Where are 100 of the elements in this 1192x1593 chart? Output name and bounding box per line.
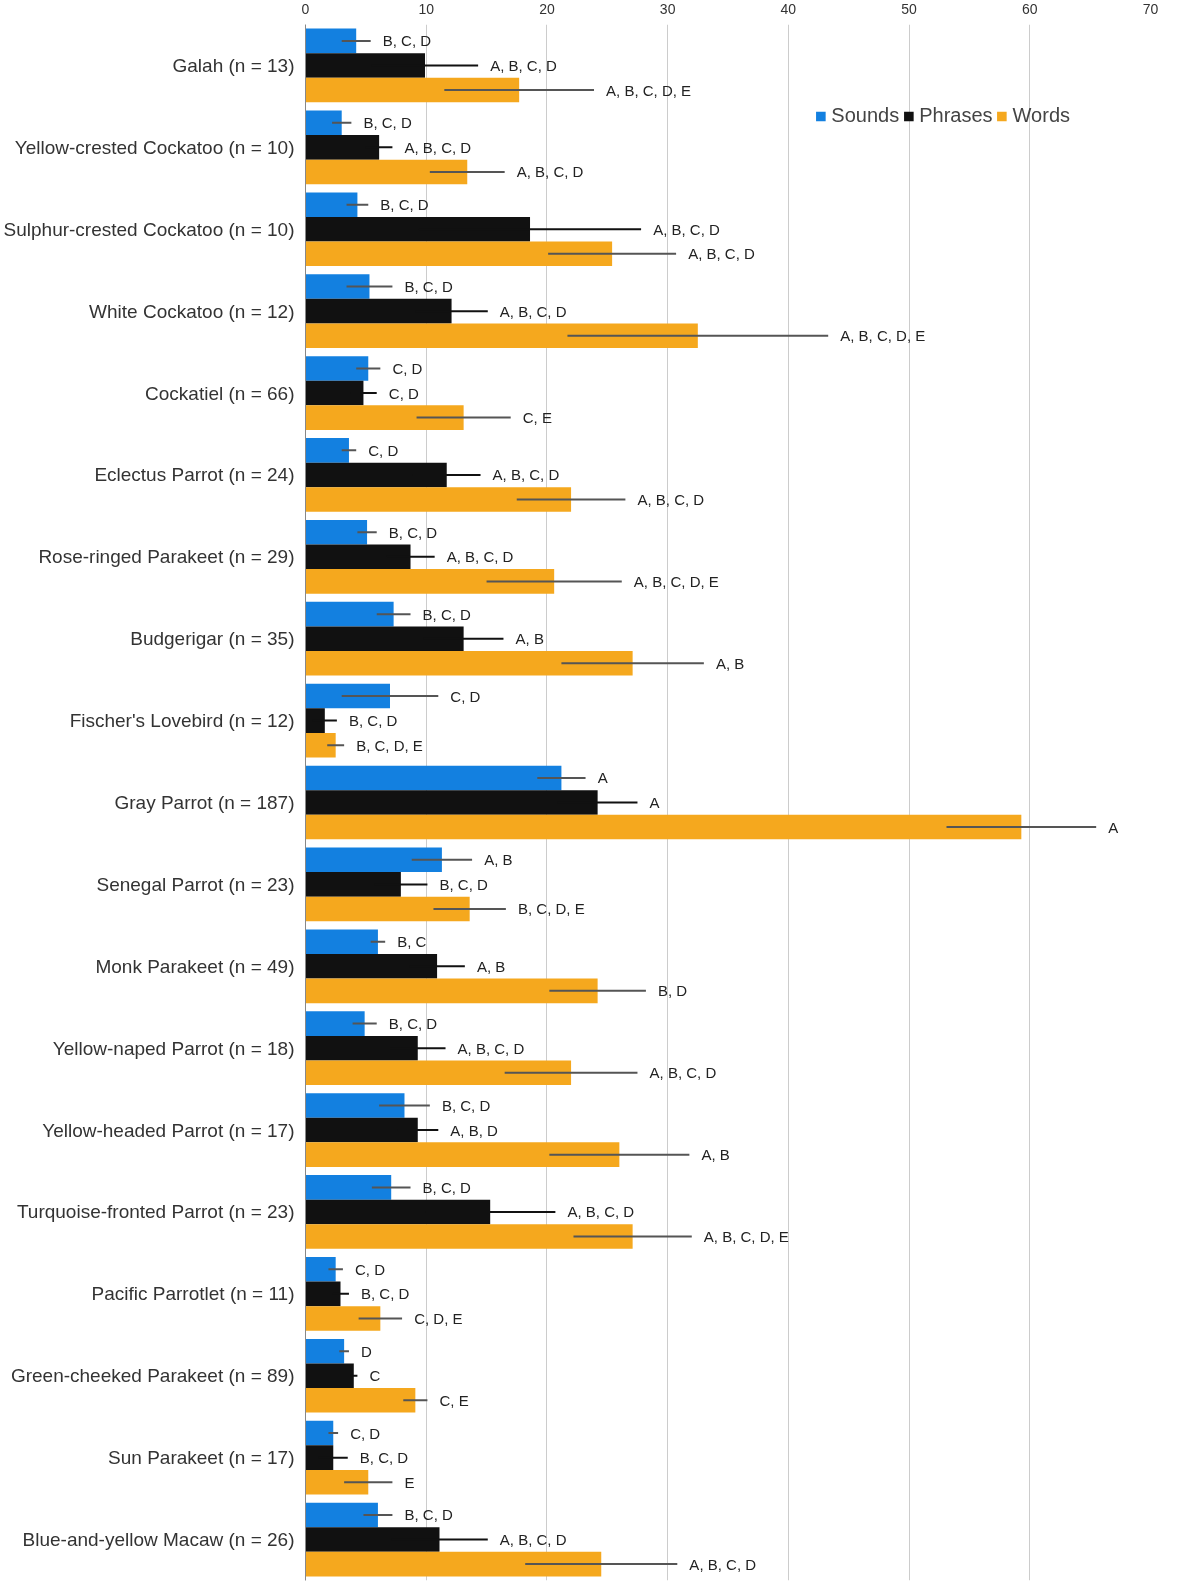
y-tick-label: Fischer's Lovebird (n = 12) <box>69 710 295 732</box>
bar <box>305 1175 392 1200</box>
annotation: A, B, C, D <box>490 56 558 74</box>
annotation: A, B <box>484 851 513 869</box>
bar <box>305 1469 369 1495</box>
bar <box>305 1306 381 1331</box>
legend-label: Sounds <box>831 104 900 127</box>
annotation: A <box>1108 818 1119 836</box>
annotation: A, B, C, D <box>688 245 756 263</box>
bar <box>305 77 520 103</box>
annotation: A, B, D <box>450 1121 499 1139</box>
y-tick-label: Eclectus Parrot (n = 24) <box>94 464 295 486</box>
annotation: A, B, C, D <box>649 1064 717 1082</box>
bar <box>305 1257 336 1282</box>
y-tick-label: Budgerigar (n = 35) <box>130 628 295 650</box>
annotation: B, C, D, E <box>356 736 423 754</box>
annotation: A, B, C, D <box>689 1555 757 1573</box>
bar <box>305 1551 602 1577</box>
x-tick-label: 10 <box>418 0 435 17</box>
y-tick-label: Yellow-crested Cockatoo (n = 10) <box>14 136 295 158</box>
annotation: B, C, D <box>361 1285 410 1303</box>
annotation: C <box>369 1367 381 1385</box>
legend-label: Words <box>1012 104 1070 127</box>
y-tick-label: Senegal Parrot (n = 23) <box>96 873 295 895</box>
annotation: A, B <box>476 957 506 975</box>
annotation: C, D <box>350 1424 381 1442</box>
annotation: A, B <box>515 630 544 648</box>
annotation: C, D <box>354 1260 386 1278</box>
bar <box>305 192 358 217</box>
x-tick-label: 0 <box>301 0 310 17</box>
annotation: B, C, D <box>363 114 412 132</box>
bar <box>305 765 562 791</box>
y-tick-label: Galah (n = 13) <box>172 54 295 76</box>
bar <box>305 28 357 54</box>
annotation: B, C <box>397 933 427 951</box>
annotation: B, C, D, E <box>517 900 585 918</box>
x-tick-label: 60 <box>1022 0 1038 17</box>
y-tick-label: Monk Parakeet (n = 49) <box>95 955 295 977</box>
bar <box>305 683 390 709</box>
annotation: B, C, D <box>439 875 488 893</box>
bar <box>305 110 342 136</box>
annotation: B, C, D <box>359 1449 409 1467</box>
bar <box>305 896 470 922</box>
bar <box>305 356 369 381</box>
annotation: C, D <box>388 384 419 402</box>
annotation: A, B <box>715 654 745 672</box>
y-tick-label: Green-cheeked Parakeet (n = 89) <box>10 1365 295 1387</box>
annotation: A, B, C, D, E <box>703 1228 789 1246</box>
annotation: A, B, C, D <box>404 138 472 156</box>
bar <box>305 650 633 676</box>
annotation: B, C, D <box>380 196 429 214</box>
bar <box>305 1011 365 1036</box>
annotation: C, D <box>450 687 481 705</box>
x-tick-label: 50 <box>901 0 918 17</box>
annotation: B, C, D <box>441 1097 491 1115</box>
x-tick-label: 40 <box>780 0 797 17</box>
annotation: A, B, C, D <box>516 163 584 181</box>
annotation: B, C, D <box>404 278 453 296</box>
annotation: C, D <box>392 359 423 377</box>
annotation: B, C, D <box>422 605 472 623</box>
y-tick-label: White Cockatoo (n = 12) <box>89 300 295 322</box>
annotation: A, B, C, D <box>653 220 720 238</box>
bar <box>305 1060 572 1086</box>
bar <box>305 241 613 267</box>
annotation: C, E <box>439 1391 469 1409</box>
bar <box>305 732 336 758</box>
annotation: A, B <box>701 1146 730 1164</box>
annotation: B, C, D <box>382 32 432 50</box>
bar <box>305 323 698 348</box>
bar <box>305 1502 378 1528</box>
y-tick-label: Rose-ringed Parakeet (n = 29) <box>38 546 295 568</box>
bar <box>305 814 1022 840</box>
annotation: A, B, C, D <box>457 1039 525 1057</box>
annotation: A, B, C, D <box>499 1531 567 1549</box>
bar <box>305 1388 416 1413</box>
bar <box>305 519 368 545</box>
annotation: A, B, C, D, E <box>606 81 692 99</box>
bar <box>305 978 598 1004</box>
x-tick-label: 20 <box>539 0 555 17</box>
bar <box>305 487 572 512</box>
bar <box>305 274 370 299</box>
x-tick-label: 70 <box>1142 0 1159 17</box>
annotation: A <box>597 769 608 787</box>
bar <box>305 159 468 185</box>
annotation: A, B, C, D, E <box>840 327 926 345</box>
y-tick-label: Blue-and-yellow Macaw (n = 26) <box>22 1529 295 1551</box>
annotation: A, B, C, D <box>446 548 514 566</box>
annotation: B, C, D <box>404 1506 453 1524</box>
annotation: A, B, C, D <box>499 302 567 320</box>
annotation: B, C, D <box>388 1015 438 1033</box>
annotation: D <box>361 1342 373 1360</box>
annotation: B, C, D <box>348 712 398 730</box>
y-tick-label: Pacific Parrotlet (n = 11) <box>91 1283 295 1305</box>
legend-label: Phrases <box>919 104 993 127</box>
annotation: A, B, C, D <box>567 1203 635 1221</box>
y-tick-label: Gray Parrot (n = 187) <box>114 792 295 813</box>
annotation: B, C, D <box>422 1178 472 1196</box>
annotation: B, C, D <box>388 523 438 541</box>
annotation: C, D <box>368 441 399 459</box>
bar <box>305 438 349 463</box>
